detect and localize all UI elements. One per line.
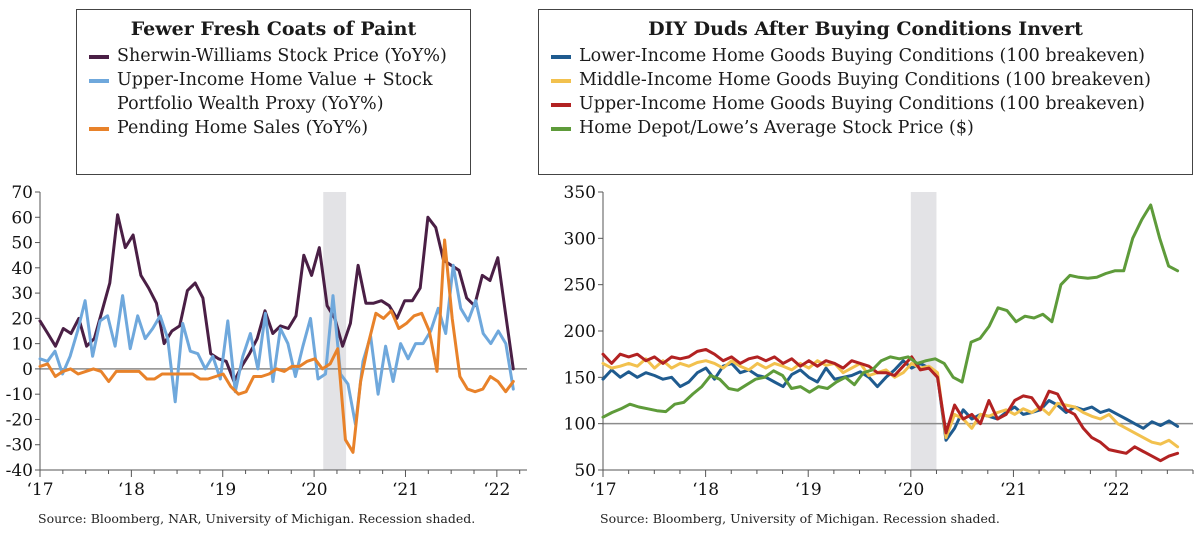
legend-label: Middle-Income Home Goods Buying Conditio… xyxy=(579,70,1152,90)
chart-title: Fewer Fresh Coats of Paint xyxy=(130,18,417,40)
chart-panel-left: Fewer Fresh Coats of Paint Sherwin-Willi… xyxy=(0,0,535,538)
y-tick-label: 150 xyxy=(564,368,596,388)
y-tick-label: 10 xyxy=(11,335,33,355)
recession-shade xyxy=(323,192,347,470)
legend-swatch xyxy=(89,55,109,59)
legend-item-middle-income: Middle-Income Home Goods Buying Conditio… xyxy=(539,68,1192,92)
source-note: Source: Bloomberg, NAR, University of Mi… xyxy=(38,511,476,526)
legend-swatch xyxy=(551,103,571,107)
legend-label: Upper-Income Home Goods Buying Condition… xyxy=(579,94,1146,114)
y-tick-label: 300 xyxy=(564,229,596,249)
y-tick-label: -20 xyxy=(6,410,33,430)
x-tick-label: ‘20 xyxy=(301,480,328,500)
x-tick-label: ‘19 xyxy=(795,480,822,500)
legend-item-upper-income: Upper-Income Home Goods Buying Condition… xyxy=(539,92,1192,116)
y-tick-label: 50 xyxy=(11,234,33,254)
x-tick-label: ‘17 xyxy=(589,480,616,500)
series-line-2 xyxy=(38,238,515,454)
legend-item-sherwin-williams: Sherwin-Williams Stock Price (YoY%) xyxy=(77,44,470,68)
y-tick-label: 0 xyxy=(22,360,33,380)
legend-swatch xyxy=(89,127,109,131)
y-tick-label: 250 xyxy=(564,276,596,296)
legend-right: DIY Duds After Buying Conditions Invert … xyxy=(538,9,1193,175)
chart-title: DIY Duds After Buying Conditions Invert xyxy=(648,18,1083,40)
y-tick-label: 350 xyxy=(564,183,596,203)
y-tick-label: 70 xyxy=(11,183,33,203)
series-line-1 xyxy=(38,263,515,426)
legend-label: Upper-Income Home Value + Stock Portfoli… xyxy=(117,70,433,114)
y-tick-label: -10 xyxy=(6,385,33,405)
x-tick-label: ‘18 xyxy=(118,480,145,500)
y-tick-label: 100 xyxy=(564,415,596,435)
series-line-2 xyxy=(601,348,1180,463)
y-tick-label: 50 xyxy=(574,461,596,481)
recession-shade xyxy=(910,192,937,470)
x-tick-label: ‘22 xyxy=(483,480,510,500)
x-tick-label: ‘18 xyxy=(692,480,719,500)
x-tick-label: ‘21 xyxy=(392,480,419,500)
y-tick-label: 40 xyxy=(11,259,33,279)
chart-plot-left: 70 60 50 40 30 20 10 0 -10 -20 -30 -40‘17 ‘18 ‘19 ‘20 ‘… xyxy=(6,183,527,500)
y-tick-label: -30 xyxy=(6,436,33,456)
legend-swatch xyxy=(551,55,571,59)
legend-swatch xyxy=(551,79,571,83)
x-tick-label: ‘21 xyxy=(1000,480,1027,500)
legend-item-pending-home-sales: Pending Home Sales (YoY%) xyxy=(77,116,470,140)
x-tick-label: ‘20 xyxy=(897,480,924,500)
chart-panel-right: DIY Duds After Buying Conditions Invert … xyxy=(535,0,1200,538)
y-tick-label: -40 xyxy=(6,461,33,481)
legend-swatch xyxy=(551,127,571,131)
source-note: Source: Bloomberg, University of Michiga… xyxy=(600,511,1000,526)
chart-plot-right: 350 300 250 200 150 100 50‘17 ‘18 ‘19 ‘20 ‘21 ‘22 xyxy=(564,183,1194,500)
legend-label: Pending Home Sales (YoY%) xyxy=(117,118,369,138)
legend-label: Home Depot/Lowe’s Average Stock Price ($… xyxy=(579,118,974,138)
legend-swatch xyxy=(89,79,109,83)
legend-label: Sherwin-Williams Stock Price (YoY%) xyxy=(117,46,447,66)
y-tick-label: 60 xyxy=(11,208,33,228)
x-tick-label: ‘19 xyxy=(209,480,236,500)
legend-item-home-depot-lowes: Home Depot/Lowe’s Average Stock Price ($… xyxy=(539,116,1192,140)
legend-label: Lower-Income Home Goods Buying Condition… xyxy=(579,46,1145,66)
legend-left: Fewer Fresh Coats of Paint Sherwin-Willi… xyxy=(76,9,471,175)
y-tick-label: 30 xyxy=(11,284,33,304)
series-line-1 xyxy=(601,357,1180,449)
legend-item-lower-income: Lower-Income Home Goods Buying Condition… xyxy=(539,44,1192,68)
series-line-3 xyxy=(601,203,1180,419)
x-tick-label: ‘22 xyxy=(1103,480,1130,500)
y-tick-label: 20 xyxy=(11,309,33,329)
x-tick-label: ‘17 xyxy=(26,480,53,500)
legend-item-wealth-proxy: Upper-Income Home Value + Stock Portfoli… xyxy=(77,68,470,116)
y-tick-label: 200 xyxy=(564,322,596,342)
series-line-0 xyxy=(38,213,515,383)
